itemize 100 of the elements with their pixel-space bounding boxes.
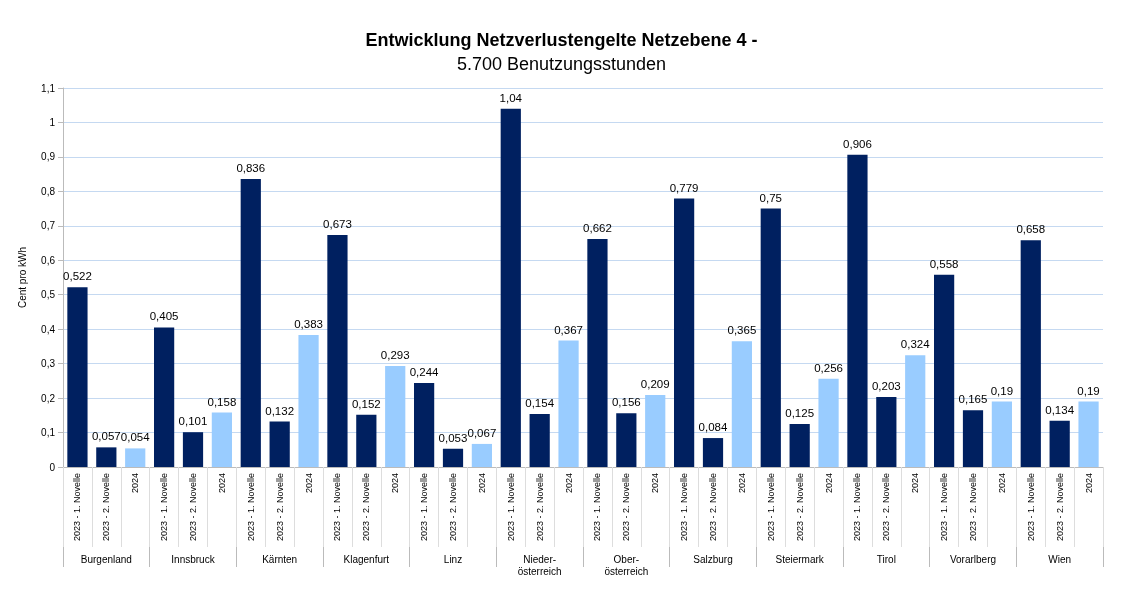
text: 2023 - 1. Novelle — [679, 473, 690, 542]
chart-subtitle: 5.700 Benutzungsstunden — [456, 54, 667, 74]
text: 2023 - 1. Novelle — [765, 473, 776, 542]
y-tick-label: 0 — [49, 461, 56, 473]
text: 2023 - 2. Novelle — [881, 473, 892, 542]
bar — [269, 421, 290, 467]
bar — [587, 238, 608, 467]
data-label: 0,054 — [120, 431, 151, 444]
y-tick-label: 0,6 — [41, 254, 56, 266]
text: 2024 — [303, 473, 314, 494]
bar — [385, 366, 406, 467]
data-label: 0,084 — [698, 421, 728, 434]
bar — [154, 327, 175, 467]
x-tick-label: Nieder- österreich — [517, 553, 562, 577]
text: 2023 - 2. Novelle — [968, 473, 978, 542]
x-tick-label: Tirol — [876, 553, 896, 565]
text: 2023 - 2. Novelle — [448, 473, 458, 542]
bar — [240, 178, 261, 467]
text: 2023 - 2. Novelle — [274, 473, 285, 542]
data-label: 0,154 — [525, 396, 555, 409]
y-tick-label: 0,1 — [41, 427, 56, 439]
data-label: 0,256 — [814, 361, 843, 374]
text: 2024 — [130, 473, 141, 494]
text: 2023 - 1. Novelle — [592, 473, 603, 542]
bar — [96, 447, 117, 467]
x-tick-label: Steiermark — [775, 553, 825, 565]
bar — [529, 413, 550, 467]
data-label: 0,383 — [294, 318, 323, 331]
text: 2023 - 2. Novelle — [794, 473, 805, 542]
data-label: 0,522 — [63, 270, 92, 283]
y-tick-label: 1,1 — [41, 82, 56, 94]
bar — [182, 432, 204, 467]
bar — [760, 208, 781, 467]
data-label: 0,125 — [785, 406, 815, 419]
bar — [414, 382, 435, 467]
text: 2024 — [476, 473, 487, 494]
y-tick-label: 0,7 — [41, 220, 56, 232]
data-label: 0,152 — [351, 397, 381, 410]
y-tick-label: 0,2 — [41, 392, 56, 404]
text: 2024 — [563, 473, 574, 494]
text: 2024 — [216, 473, 227, 494]
bar — [327, 235, 348, 467]
text: 2024 — [390, 473, 401, 494]
x-tick-label: Ober- österreich — [604, 553, 649, 577]
bar — [442, 448, 464, 467]
bar — [67, 287, 88, 467]
data-label: 0,365 — [727, 324, 757, 337]
bar — [211, 412, 232, 467]
data-label: 0,367 — [554, 323, 583, 336]
bar — [847, 154, 868, 467]
bar — [558, 340, 579, 467]
text: 2023 - 2. Novelle — [621, 473, 632, 542]
text: 2024 — [736, 473, 747, 494]
data-label: 0,134 — [1045, 403, 1075, 416]
data-label: 0,293 — [380, 349, 410, 362]
bar — [818, 378, 839, 467]
x-tick-label: Burgenland — [80, 553, 132, 565]
text: 2024 — [910, 473, 921, 494]
data-label: 0,101 — [178, 415, 208, 428]
data-label: 0,779 — [669, 181, 699, 194]
chart-title: Entwicklung Netzverlustengelte Netzebene 4 - — [365, 30, 758, 50]
text: 2023 - 1. Novelle — [505, 473, 516, 542]
x-tick-label: Innsbruck — [171, 553, 216, 565]
text: 2023 - 2. Novelle — [708, 473, 718, 542]
data-label: 0,658 — [1016, 223, 1046, 236]
x-tick-label: Salzburg — [693, 553, 733, 565]
y-tick-label: 1 — [49, 116, 56, 128]
data-label: 0,156 — [611, 396, 641, 409]
x-tick-label: Wien — [1048, 553, 1072, 565]
bar — [962, 410, 984, 467]
text: 2023 - 2. Novelle — [361, 473, 372, 542]
x-tick-label: Linz — [443, 553, 463, 565]
bar — [471, 443, 492, 467]
data-label: 0,203 — [871, 380, 901, 393]
bar — [616, 413, 637, 467]
data-label: 0,662 — [583, 221, 612, 234]
text: 2023 - 2. Novelle — [534, 473, 545, 542]
data-label: 0,19 — [1077, 384, 1100, 397]
data-label: 0,558 — [929, 257, 959, 270]
data-label: 0,057 — [91, 430, 121, 443]
data-label: 0,405 — [149, 310, 179, 323]
bar — [991, 401, 1012, 467]
bar — [1078, 401, 1099, 467]
y-tick-label: 0,3 — [41, 358, 56, 370]
y-axis-title: Cent pro kWh — [16, 246, 28, 309]
bar — [500, 108, 521, 467]
bar — [876, 397, 897, 467]
data-label: 0,75 — [759, 191, 782, 204]
data-label: 0,067 — [467, 426, 497, 439]
bar — [1020, 240, 1041, 467]
text: 2023 - 1. Novelle — [1025, 473, 1036, 542]
bar — [356, 414, 377, 467]
text: 2024 — [650, 473, 661, 494]
text: 2023 - 1. Novelle — [852, 473, 863, 542]
text: 2023 - 1. Novelle — [72, 473, 83, 542]
bar — [674, 198, 695, 467]
bar — [905, 355, 926, 467]
data-label: 0,906 — [843, 137, 872, 150]
data-label: 0,673 — [323, 218, 352, 231]
data-label: 0,132 — [265, 404, 295, 417]
